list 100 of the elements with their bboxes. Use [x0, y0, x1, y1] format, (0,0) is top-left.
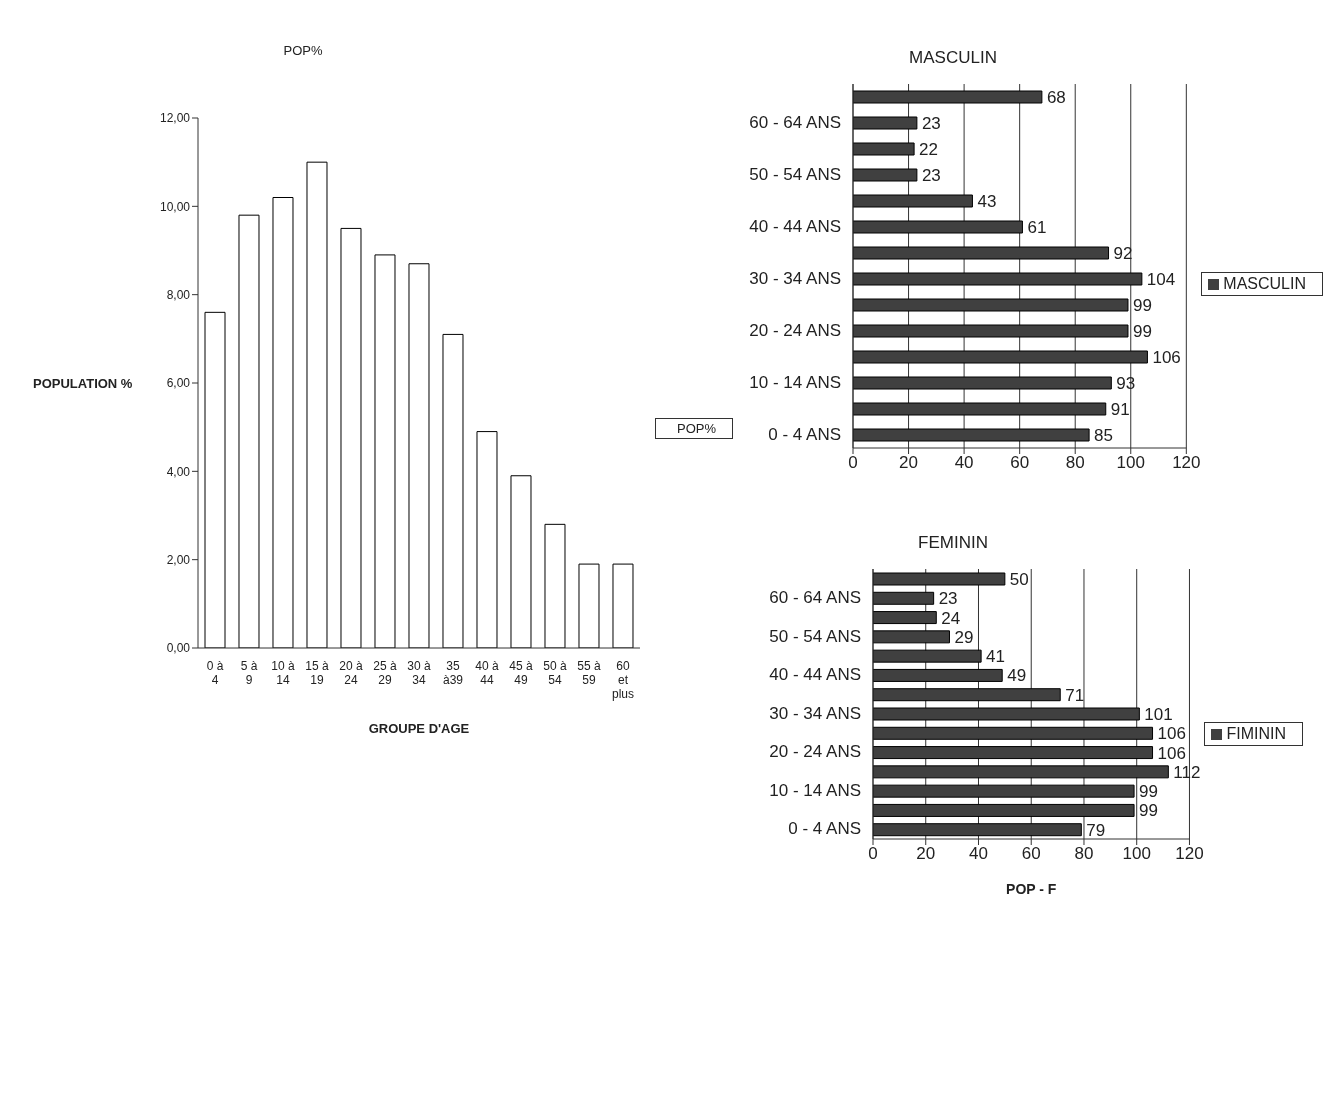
y-tick-label: 0 - 4 ANS	[768, 425, 841, 444]
data-label: 22	[919, 140, 939, 160]
data-label: 99	[1139, 782, 1158, 802]
x-tick-label: 20	[899, 453, 919, 473]
bar	[853, 324, 1129, 338]
bar	[873, 611, 937, 625]
y-tick-label: 50 - 54 ANS	[769, 626, 861, 646]
data-label: 23	[921, 114, 941, 134]
x-tick-label: 120	[1175, 844, 1204, 864]
x-tick-label: 60 et plus	[611, 659, 634, 701]
data-label: 50	[1009, 570, 1029, 590]
data-label: 91	[1110, 400, 1130, 420]
bar	[873, 668, 1003, 682]
x-tick-label: 60	[1021, 844, 1041, 864]
bar	[853, 298, 1129, 312]
x-tick-label: 80	[1065, 453, 1085, 473]
y-tick-label: 40 - 44 ANS	[769, 665, 861, 685]
y-tick-label: 20 - 24 ANS	[769, 742, 861, 762]
bar	[374, 254, 396, 648]
bar	[873, 746, 1154, 760]
x-tick-label: 100	[1116, 453, 1145, 473]
bar	[544, 523, 566, 648]
data-label: 99	[1132, 322, 1152, 342]
bar	[873, 630, 950, 644]
y-tick-label: 0 - 4 ANS	[788, 819, 861, 839]
x-tick-label: 35 à39	[442, 659, 464, 687]
data-label: 106	[1152, 348, 1181, 368]
bar	[873, 726, 1154, 740]
bar	[873, 784, 1135, 798]
legend-label: MASCULIN	[1223, 275, 1306, 292]
x-tick-label: 60	[1010, 453, 1030, 473]
bar	[238, 214, 260, 648]
bar	[612, 563, 634, 648]
x-axis-title: GROUPE D'AGE	[368, 721, 470, 736]
chart-title: POP%	[282, 43, 324, 58]
bar	[853, 402, 1107, 416]
x-tick-label: 50 à 54	[543, 659, 567, 687]
bar	[853, 142, 915, 156]
x-tick-label: 30 à 34	[407, 659, 431, 687]
x-tick-label: 20 à 24	[339, 659, 363, 687]
x-tick-label: 10 à 14	[271, 659, 295, 687]
bar	[510, 475, 532, 648]
data-label: 99	[1139, 801, 1158, 821]
y-tick-label: 8,00	[166, 287, 191, 302]
bar	[873, 803, 1135, 817]
data-label: 79	[1086, 820, 1106, 840]
y-tick-label: 60 - 64 ANS	[749, 113, 841, 132]
bar	[340, 227, 362, 648]
chart-title: FEMININ	[917, 533, 989, 553]
x-axis-title: POP - F	[1006, 881, 1057, 897]
y-tick-label: 30 - 34 ANS	[749, 269, 841, 288]
data-label: 101	[1144, 705, 1173, 725]
x-tick-label: 5 à 9	[240, 659, 258, 687]
data-label: 68	[1046, 88, 1066, 108]
bar	[853, 246, 1110, 260]
x-tick-label: 20	[916, 844, 936, 864]
y-tick-label: 0,00	[166, 641, 191, 656]
y-tick-label: 40 - 44 ANS	[749, 217, 841, 236]
bar	[873, 572, 1006, 586]
x-tick-label: 40 à 44	[475, 659, 499, 687]
x-tick-label: 80	[1074, 844, 1094, 864]
data-label: 61	[1027, 218, 1047, 238]
x-tick-label: 100	[1122, 844, 1151, 864]
y-tick-label: 20 - 24 ANS	[749, 321, 841, 340]
x-tick-label: 40	[954, 453, 974, 473]
y-tick-label: 60 - 64 ANS	[769, 587, 861, 607]
bar	[578, 563, 600, 648]
x-tick-label: 25 à 29	[373, 659, 397, 687]
bar	[853, 272, 1143, 286]
chart-title: MASCULIN	[908, 48, 998, 68]
data-label: 23	[921, 166, 941, 186]
x-tick-label: 40	[969, 844, 988, 864]
bar	[853, 220, 1023, 234]
y-tick-label: 10 - 14 ANS	[749, 373, 841, 392]
bar	[873, 688, 1061, 702]
bar	[853, 168, 918, 182]
bar	[853, 194, 973, 208]
data-label: 29	[954, 627, 974, 647]
data-label: 106	[1157, 724, 1186, 744]
text: POP%	[676, 420, 716, 436]
bar	[442, 333, 464, 648]
bar	[408, 263, 430, 648]
y-axis-title: POPULATION %	[33, 375, 133, 391]
x-tick-label: 45 à 49	[509, 659, 533, 687]
y-tick-label: 12,00	[159, 111, 191, 126]
x-tick-label: 15 à 19	[305, 659, 329, 687]
data-label: 71	[1065, 685, 1085, 705]
bar	[204, 311, 226, 648]
data-label: 49	[1007, 666, 1027, 686]
data-label: 23	[938, 589, 958, 609]
legend-label: FIMININ	[1226, 725, 1286, 742]
x-tick-label: 0 à 4	[206, 659, 224, 687]
data-label: 41	[986, 647, 1006, 667]
bar	[873, 707, 1140, 721]
x-tick-label: 120	[1172, 453, 1201, 473]
bar	[873, 591, 935, 605]
data-label: 24	[941, 608, 961, 628]
y-tick-label: 2,00	[166, 552, 191, 567]
data-label: 104	[1146, 270, 1176, 290]
data-label: 85	[1094, 426, 1114, 446]
